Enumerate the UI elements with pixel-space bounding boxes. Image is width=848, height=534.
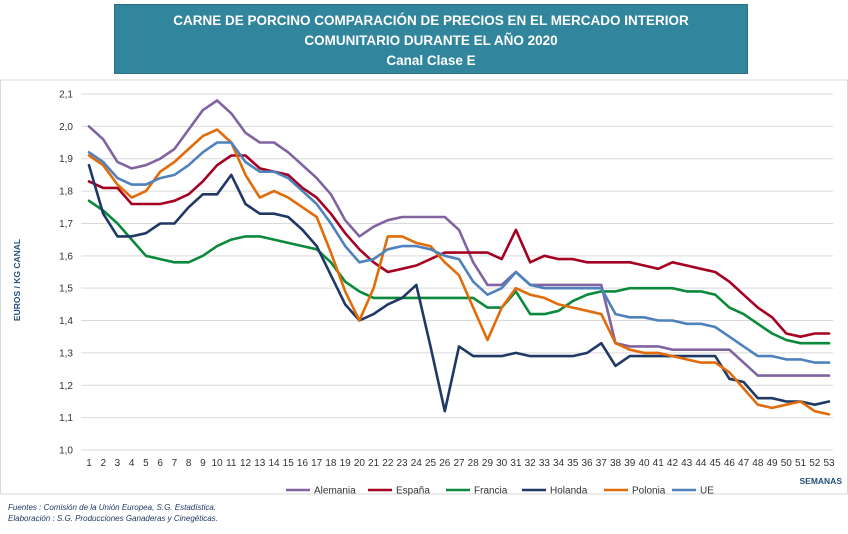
x-tick-label: 27	[453, 458, 465, 469]
y-tick-label: 2,0	[59, 122, 73, 133]
x-tick-label: 33	[539, 458, 551, 469]
x-axis-title: SEMANAS	[799, 476, 842, 486]
x-tick-label: 50	[781, 458, 793, 469]
x-tick-label: 8	[186, 458, 192, 469]
series-line-francia	[87, 199, 831, 345]
x-tick-label: 41	[653, 458, 665, 469]
x-tick-label: 30	[496, 458, 508, 469]
x-tick-label: 22	[382, 458, 394, 469]
y-tick-label: 1,9	[59, 154, 73, 165]
x-tick-label: 53	[823, 458, 835, 469]
y-axis-ticks: 1,0 1,1 1,2 1,3 1,4 1,5 1,6 1,7 1,8 1,9 2,0 2,1	[59, 90, 73, 457]
y-tick-label: 1,1	[59, 413, 73, 424]
y-tick-label: 1,4	[59, 316, 73, 327]
x-tick-label: 44	[695, 458, 707, 469]
chart-title-box: CARNE DE PORCINO COMPARACIÓN DE PRECIOS …	[114, 4, 748, 74]
series-line-polonia	[87, 128, 831, 416]
x-tick-label: 38	[610, 458, 622, 469]
x-tick-label: 25	[425, 458, 437, 469]
x-tick-label: 47	[738, 458, 750, 469]
x-tick-label: 6	[157, 458, 163, 469]
x-tick-label: 48	[752, 458, 764, 469]
x-tick-label: 21	[368, 458, 380, 469]
y-tick-label: 2,1	[59, 90, 73, 101]
y-tick-label: 1,6	[59, 251, 73, 262]
series-line-españa	[87, 154, 831, 339]
x-tick-label: 1	[86, 458, 92, 469]
sources-note: Fuentes : Comisión de la Unión Europea, …	[8, 502, 218, 524]
x-tick-label: 29	[482, 458, 494, 469]
x-tick-label: 52	[809, 458, 821, 469]
x-tick-label: 42	[667, 458, 679, 469]
x-tick-label: 14	[268, 458, 280, 469]
legend-label: España	[396, 486, 430, 497]
x-tick-label: 17	[311, 458, 323, 469]
legend-label: Francia	[474, 486, 508, 497]
legend-label: UE	[700, 486, 714, 497]
x-tick-label: 51	[795, 458, 807, 469]
x-tick-label: 12	[240, 458, 252, 469]
x-tick-label: 10	[212, 458, 224, 469]
x-tick-label: 39	[624, 458, 636, 469]
x-tick-label: 49	[767, 458, 779, 469]
x-tick-label: 9	[200, 458, 206, 469]
chart-title-line-1: CARNE DE PORCINO COMPARACIÓN DE PRECIOS …	[173, 13, 689, 28]
y-tick-label: 1,8	[59, 187, 73, 198]
x-tick-label: 19	[340, 458, 352, 469]
x-tick-label: 3	[115, 458, 121, 469]
series-line-ue	[87, 141, 831, 364]
y-tick-label: 1,3	[59, 348, 73, 359]
elaboration-line: Elaboración : S.G. Producciones Ganadera…	[8, 514, 218, 523]
x-tick-label: 46	[724, 458, 736, 469]
x-axis-ticks: 1 2 3 4 5 6 7 8 9 10 11 12 13 14 15 16 17 18 19 20 21 22 23 24 2…	[86, 458, 835, 469]
y-tick-label: 1,5	[59, 284, 73, 295]
x-tick-label: 13	[254, 458, 266, 469]
sources-line: Fuentes : Comisión de la Unión Europea, …	[8, 503, 217, 512]
x-tick-label: 7	[172, 458, 178, 469]
x-tick-label: 35	[567, 458, 579, 469]
x-tick-label: 24	[411, 458, 423, 469]
x-tick-label: 37	[596, 458, 608, 469]
chart-frame	[0, 79, 848, 495]
legend-label: Alemania	[314, 486, 356, 497]
x-tick-label: 28	[468, 458, 480, 469]
x-tick-label: 31	[510, 458, 522, 469]
x-tick-label: 45	[710, 458, 722, 469]
x-tick-label: 18	[325, 458, 337, 469]
series-line-holanda	[87, 163, 831, 413]
x-tick-label: 15	[283, 458, 295, 469]
y-tick-label: 1,2	[59, 381, 73, 392]
y-tick-label: 1,7	[59, 219, 73, 230]
chart-title-line-3: Canal Clase E	[386, 53, 476, 68]
x-tick-label: 2	[100, 458, 106, 469]
x-tick-label: 20	[354, 458, 366, 469]
y-axis-title: EUROS / KG CANAL	[12, 239, 22, 321]
series-lines	[87, 99, 831, 416]
x-tick-label: 43	[681, 458, 693, 469]
series-line-alemania	[87, 99, 831, 377]
legend: Alemania España Francia Holanda Polonia UE	[286, 486, 714, 497]
x-tick-label: 11	[226, 458, 237, 469]
legend-label: Polonia	[632, 486, 666, 497]
x-tick-label: 34	[553, 458, 565, 469]
x-tick-label: 4	[129, 458, 135, 469]
x-tick-label: 36	[582, 458, 594, 469]
chart-title-line-2: COMUNITARIO DURANTE EL AÑO 2020	[304, 33, 558, 48]
legend-label: Holanda	[550, 486, 588, 497]
y-tick-label: 1,0	[59, 446, 73, 457]
x-tick-label: 26	[439, 458, 451, 469]
x-tick-label: 5	[143, 458, 149, 469]
x-tick-label: 16	[297, 458, 309, 469]
x-tick-label: 40	[638, 458, 650, 469]
x-tick-label: 32	[525, 458, 537, 469]
x-tick-label: 23	[397, 458, 409, 469]
